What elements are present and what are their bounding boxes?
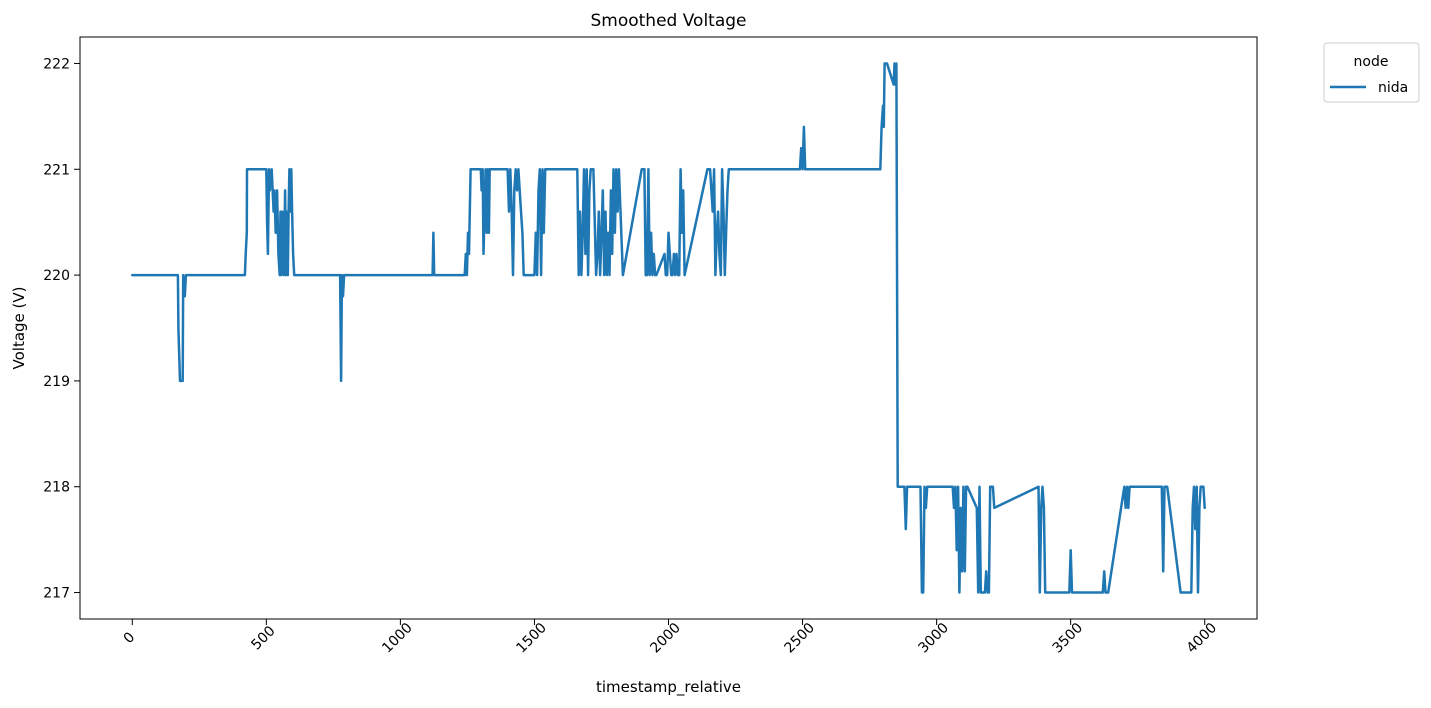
legend-title: node xyxy=(1354,54,1389,70)
y-tick-label: 217 xyxy=(43,586,70,602)
chart-title: Smoothed Voltage xyxy=(590,11,746,31)
plot-frame xyxy=(79,36,1258,620)
series-layer xyxy=(131,62,1206,594)
plot-area: 0 500 1000 1500 2000 2500 3000 3500 4000 2172182… xyxy=(43,36,1258,656)
legend: node nida xyxy=(1323,42,1420,103)
x-axis-title: timestamp_relative xyxy=(596,678,741,697)
y-axis-title: Voltage (V) xyxy=(10,287,28,370)
y-axis: 217 218 219 220 221 222 xyxy=(43,56,80,602)
y-tick-label: 221 xyxy=(43,162,70,178)
y-tick-label: 222 xyxy=(43,56,70,72)
y-tick-label: 220 xyxy=(43,268,70,284)
y-tick-label: 218 xyxy=(43,480,70,496)
legend-label-nida: nida xyxy=(1378,80,1408,96)
series-line-nida xyxy=(131,62,1206,594)
y-tick-label: 219 xyxy=(43,374,70,390)
